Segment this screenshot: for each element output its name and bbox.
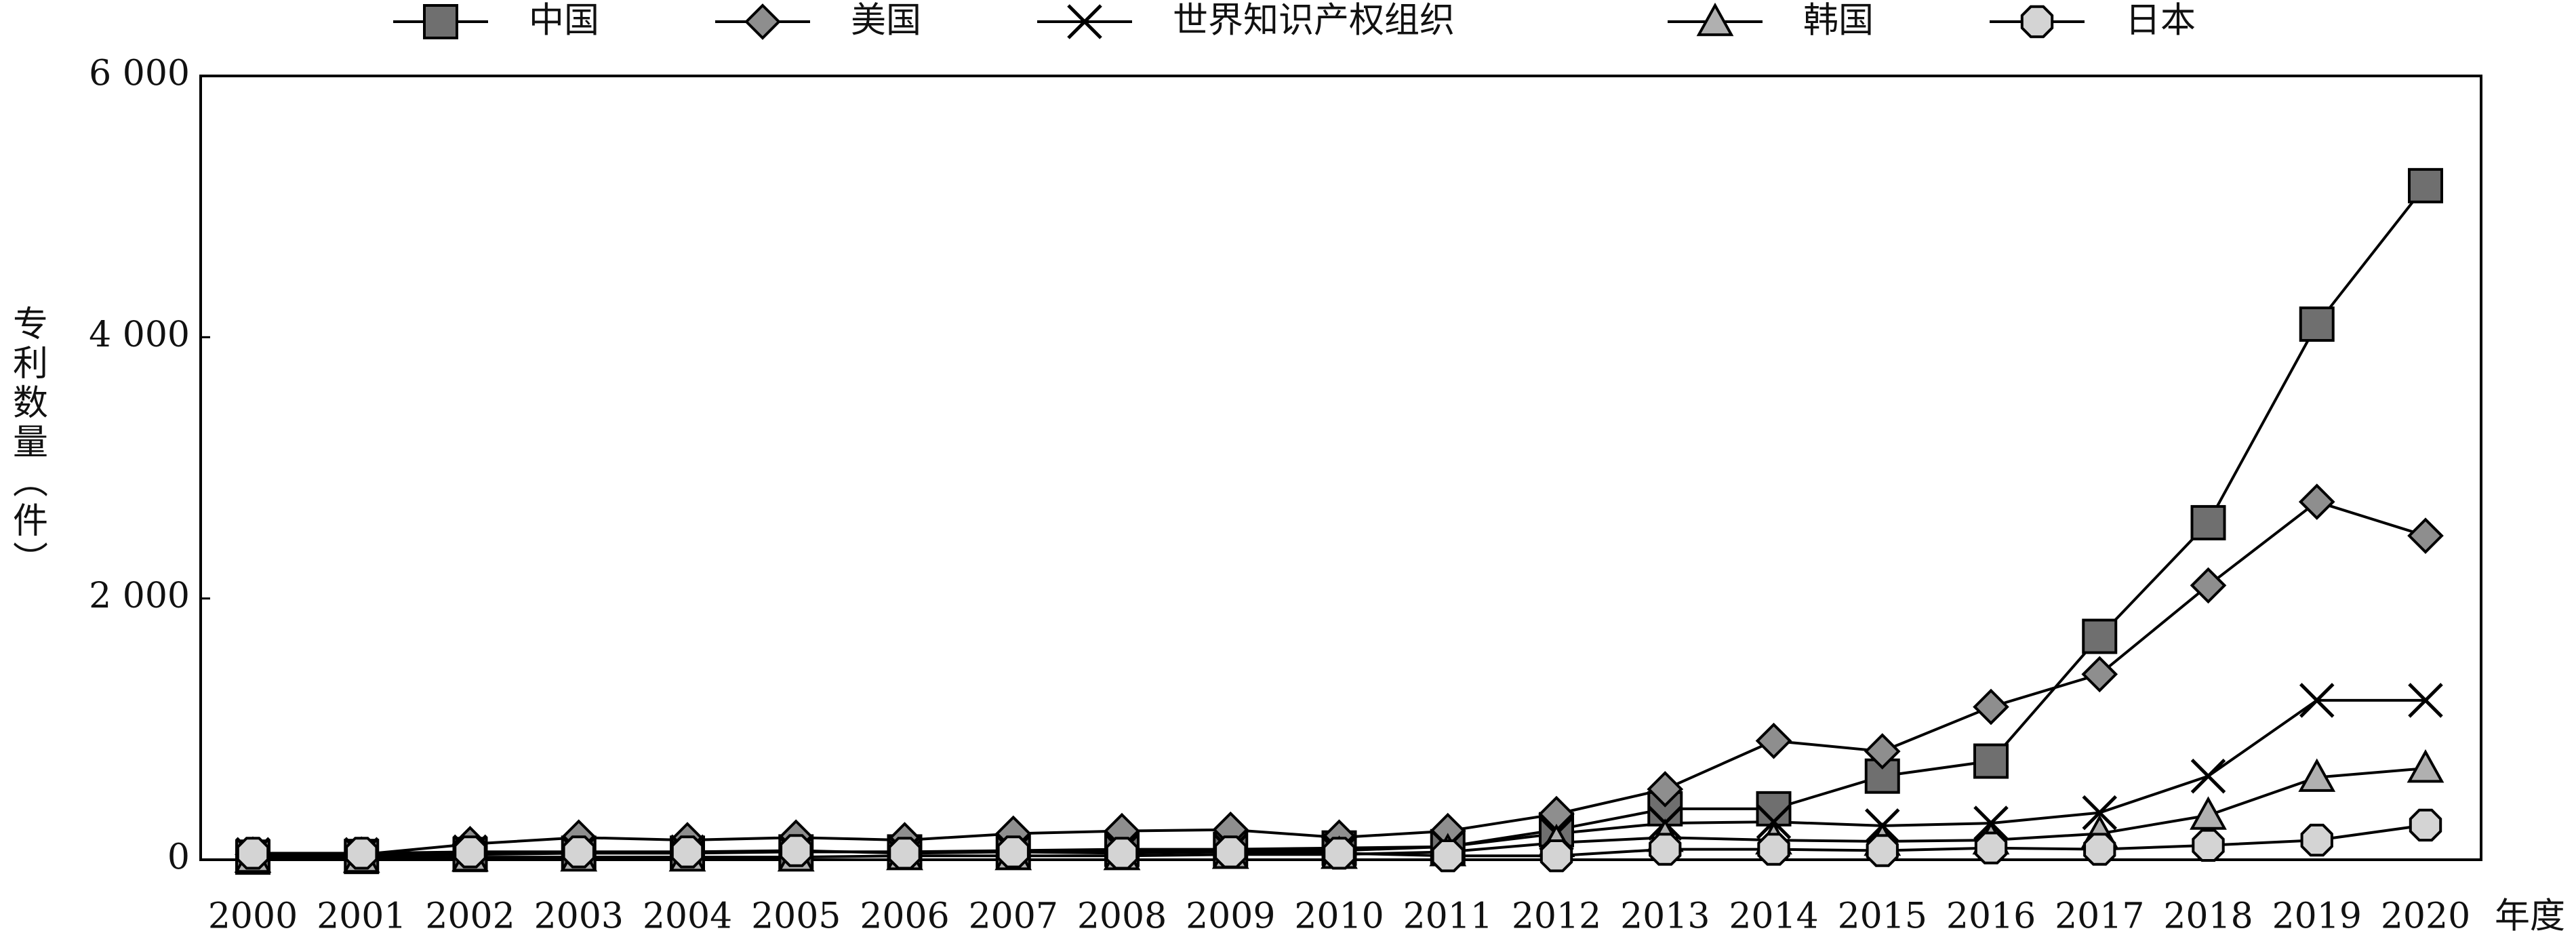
legend-item: 中国 [393, 1, 599, 41]
x-tick-label: 2012 [1512, 896, 1601, 935]
x-tick-label: 2018 [2163, 896, 2253, 935]
x-tick-label: 2010 [1294, 896, 1384, 935]
data-point [1649, 833, 1682, 866]
data-point [997, 835, 1030, 869]
x-tick-label: 2007 [969, 896, 1058, 935]
y-tick-label: 4 000 [89, 315, 190, 355]
data-point [2190, 504, 2226, 540]
legend-item: 日本 [1990, 1, 2196, 41]
data-point [1431, 839, 1464, 873]
data-point [2409, 808, 2442, 842]
data-point [670, 835, 704, 869]
legend-label: 世界知识产权组织 [1173, 1, 1455, 41]
x-tick-label: 2005 [751, 896, 841, 935]
x-tick-label: 2000 [208, 896, 298, 935]
legend-marker [744, 3, 781, 40]
y-axis-label: 专利数量（件） [7, 305, 47, 580]
data-point [1757, 833, 1790, 866]
x-tick-label: 2016 [1946, 896, 2036, 935]
x-tick-label: 2020 [2381, 896, 2470, 935]
x-tick-label: 2009 [1186, 896, 1275, 935]
x-tick-label: 2014 [1729, 896, 1818, 935]
x-tick-label: 2015 [1838, 896, 1927, 935]
legend-label: 日本 [2125, 1, 2196, 41]
data-point [1755, 722, 1792, 759]
data-point [2300, 823, 2333, 857]
x-tick-label: 2019 [2272, 896, 2362, 935]
data-point [2407, 749, 2444, 783]
data-point [1864, 733, 1901, 770]
data-point [2298, 758, 2336, 792]
legend-marker [423, 4, 458, 39]
data-point [2298, 483, 2335, 520]
series-line [252, 184, 2427, 859]
data-point [1539, 839, 1573, 873]
data-point [2082, 618, 2118, 654]
data-point [888, 837, 921, 870]
legend-label: 韩国 [1803, 1, 1874, 41]
data-point [2190, 758, 2226, 794]
data-point [1323, 837, 1356, 870]
data-point [236, 837, 270, 870]
x-axis-label: 年度 [2495, 896, 2565, 935]
x-tick-label: 2001 [317, 896, 406, 935]
legend-marker [2020, 5, 2054, 39]
data-point [2083, 833, 2116, 866]
x-tick-label: 2013 [1620, 896, 1710, 935]
legend-label: 中国 [529, 1, 599, 41]
data-point [2082, 795, 2118, 831]
x-tick-label: 2002 [425, 896, 515, 935]
data-point [2192, 829, 2225, 862]
legend-item: 世界知识产权组织 [1037, 1, 1455, 41]
data-point [1647, 771, 1684, 808]
data-point [454, 835, 487, 869]
x-tick-label: 2003 [534, 896, 624, 935]
data-point [2299, 306, 2335, 342]
data-point [1105, 837, 1139, 870]
data-point [2408, 683, 2443, 718]
legend-marker [1696, 2, 1734, 37]
x-tick-label: 2011 [1403, 896, 1493, 935]
x-tick-label: 2008 [1077, 896, 1167, 935]
legend-item: 美国 [715, 1, 921, 41]
legend-item: 韩国 [1668, 1, 1874, 41]
data-point [345, 837, 378, 870]
y-tick-label: 2 000 [89, 576, 190, 616]
data-point [2190, 567, 2227, 604]
data-point [2190, 796, 2227, 830]
y-tick-label: 0 [167, 837, 190, 878]
data-point [1214, 835, 1247, 869]
x-tick-label: 2006 [860, 896, 949, 935]
data-point [2299, 683, 2335, 718]
data-point [1866, 834, 1899, 867]
data-point [780, 834, 813, 867]
plot-frame [199, 75, 2482, 861]
data-point [562, 835, 595, 869]
data-point [2407, 517, 2444, 555]
data-point [2081, 656, 2118, 693]
y-tick-label: 6 000 [89, 54, 190, 94]
legend-marker [1067, 4, 1102, 39]
x-tick-label: 2004 [643, 896, 732, 935]
data-point [1973, 743, 2009, 779]
legend-label: 美国 [851, 1, 921, 41]
x-tick-label: 2017 [2055, 896, 2144, 935]
data-point [1973, 688, 2009, 725]
data-point [2408, 167, 2443, 203]
data-point [1974, 831, 2008, 864]
